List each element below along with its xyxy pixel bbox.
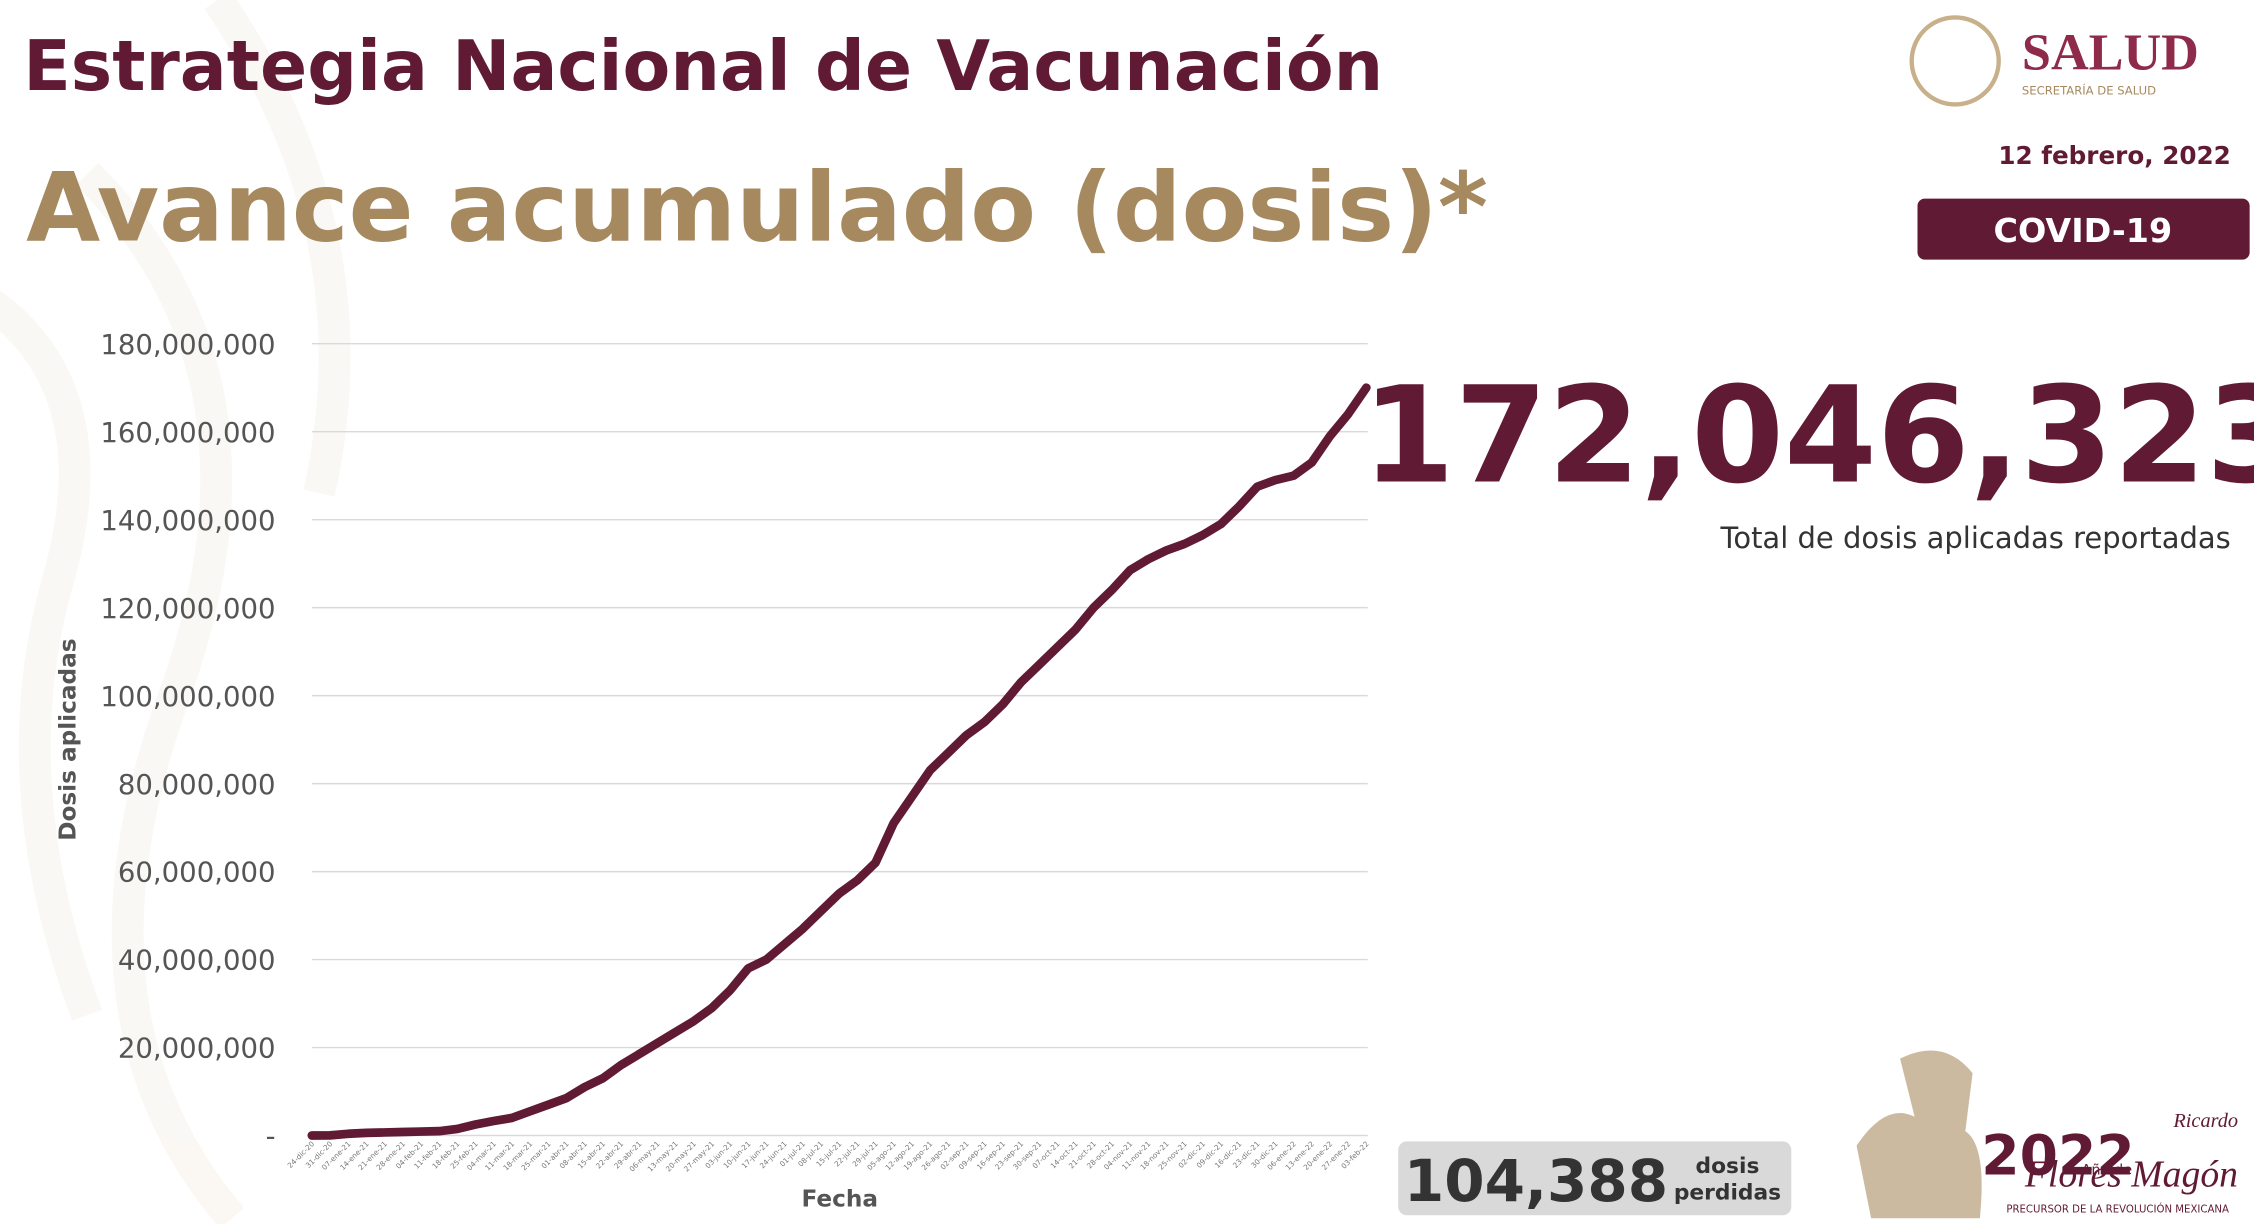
- data-line: [307, 383, 1371, 1140]
- footer-tagline: PRECURSOR DE LA REVOLUCIÓN MEXICANA: [2006, 1202, 2229, 1215]
- y-tick-label: 160,000,000: [100, 417, 275, 449]
- y-tick-label: 100,000,000: [100, 681, 275, 713]
- badge: COVID-19: [1994, 211, 2173, 250]
- y-tick-label: 80,000,000: [118, 769, 276, 801]
- footer-prefix: Año de: [2081, 1163, 2132, 1179]
- subtitle: Avance acumulado (dosis)*: [26, 152, 1488, 264]
- badge-bg: [1917, 198, 2250, 260]
- logo: SALUD: [2022, 24, 2199, 82]
- y-tick-label: 20,000,000: [118, 1033, 276, 1065]
- chart: Fecha Dosis aplicadas - 20,000,000 40,000,…: [54, 329, 1371, 1213]
- logo-sub: SECRETARÍA DE SALUD: [2022, 82, 2156, 97]
- lost-box: [1398, 1141, 1792, 1216]
- y-axis-title: Dosis aplicadas: [54, 638, 81, 840]
- lost-value: 104,388: [1404, 1147, 1668, 1215]
- footer-name: Flores Magón: [2024, 1153, 2238, 1195]
- date: 12 febrero, 2022: [1998, 141, 2230, 170]
- title: Estrategia Nacional de Vacunación: [23, 26, 1383, 107]
- watermark: [0, 0, 351, 1224]
- x-axis-title: Fecha: [802, 1186, 879, 1213]
- y-tick-label: 40,000,000: [118, 945, 276, 977]
- y-tick-label: 180,000,000: [100, 329, 275, 361]
- y-tick-label: 60,000,000: [118, 857, 276, 889]
- kpi-label: Total de dosis aplicadas reportadas: [1720, 521, 2231, 555]
- y-tick-label: 120,000,000: [100, 593, 275, 625]
- footer-year: 2022: [1981, 1124, 2134, 1188]
- portrait: [1856, 1050, 1982, 1219]
- lost-label: perdidas: [1674, 1180, 1781, 1205]
- footer-first: Ricardo: [2172, 1110, 2238, 1132]
- y-tick-label: -: [266, 1121, 276, 1153]
- lost-label: dosis: [1696, 1154, 1760, 1179]
- kpi-total: 172,046,323: [1362, 358, 2254, 513]
- emblem: [1909, 15, 2001, 107]
- y-tick-label: 140,000,000: [100, 505, 275, 537]
